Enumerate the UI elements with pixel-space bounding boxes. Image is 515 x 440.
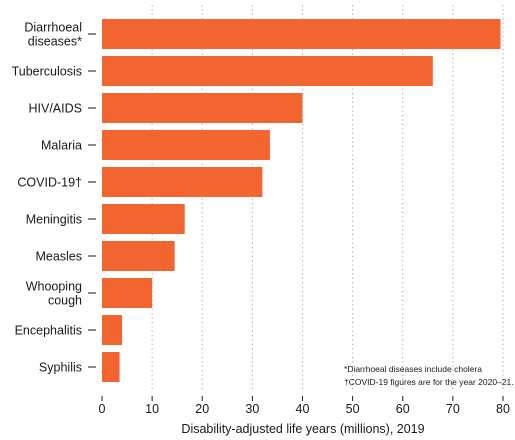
x-tick-label-20: 20 <box>195 402 209 416</box>
category-label-measles: Measles <box>35 250 82 264</box>
bar-hiv-aids <box>102 93 303 123</box>
category-label-meningitis: Meningitis <box>26 213 82 227</box>
category-label-malaria: Malaria <box>41 139 82 153</box>
bar-tuberculosis <box>102 56 433 86</box>
x-tick-label-30: 30 <box>245 402 259 416</box>
x-tick-label-40: 40 <box>296 402 310 416</box>
category-label-tuberculosis: Tuberculosis <box>12 65 82 79</box>
bar-whooping-cough <box>102 278 153 308</box>
bar-malaria <box>102 130 270 160</box>
footnotes: *Diarrhoeal diseases include cholera †CO… <box>344 364 514 387</box>
category-labels: Diarrhoeal diseases* Tuberculosis HIV/AIDS M… <box>12 21 96 375</box>
x-axis-title: Disability-adjusted life years (millions… <box>181 422 424 436</box>
footnote-diarrhoeal: *Diarrhoeal diseases include cholera <box>344 364 482 374</box>
category-label-encephalitis: Encephalitis <box>15 324 82 338</box>
x-tick-label-70: 70 <box>446 402 460 416</box>
category-label-diarrhoeal-diseases: Diarrhoeal diseases* <box>24 21 82 49</box>
category-label-whooping-cough: Whooping cough <box>26 280 82 308</box>
bars <box>102 19 501 382</box>
category-label-hiv-aids: HIV/AIDS <box>29 102 83 116</box>
x-tick-label-10: 10 <box>145 402 159 416</box>
x-tick-label-0: 0 <box>99 402 106 416</box>
x-tick-label-60: 60 <box>396 402 410 416</box>
bar-meningitis <box>102 204 185 234</box>
bar-measles <box>102 241 175 271</box>
x-tick-label-50: 50 <box>346 402 360 416</box>
category-label-syphilis: Syphilis <box>39 361 82 375</box>
x-axis-ticks: 0 10 20 30 40 50 60 70 80 <box>99 396 510 416</box>
category-label-covid-19: COVID-19† <box>17 176 82 190</box>
bar-covid-19 <box>102 167 263 197</box>
bar-syphilis <box>102 352 120 382</box>
bar-encephalitis <box>102 315 123 345</box>
bar-diarrhoeal-diseases <box>102 19 501 49</box>
x-tick-label-80: 80 <box>496 402 510 416</box>
footnote-covid: †COVID-19 figures are for the year 2020–… <box>344 377 514 387</box>
